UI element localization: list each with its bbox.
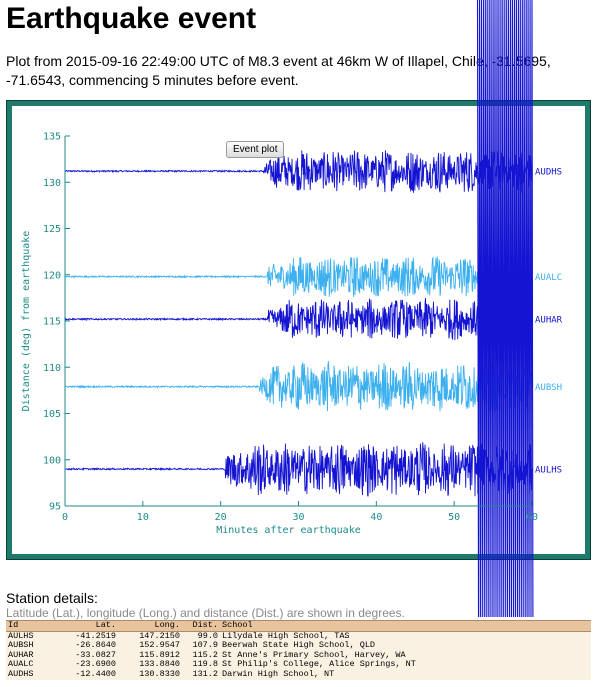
station-table-header: Id Lat. Long. Dist. School	[6, 620, 591, 632]
trace-aulhs	[64, 442, 533, 497]
station-lat: -26.8640	[62, 641, 118, 651]
station-long: 133.8840	[118, 660, 182, 670]
y-tick-label: 130	[43, 178, 61, 189]
event-plot-button[interactable]: Event plot	[226, 141, 285, 158]
x-tick-label: 60	[526, 512, 538, 523]
station-lat: -12.4400	[62, 669, 118, 680]
col-dist: Dist.	[182, 620, 220, 632]
seismogram-plot-area: 0 10 20 30 40 50 60 95 100 105 110 115 120 125 130 135 M…	[12, 0, 585, 618]
y-tick-label: 115	[43, 317, 61, 328]
station-school: Beerwah State High School, QLD	[220, 641, 591, 651]
page-title: Earthquake event	[6, 2, 257, 35]
station-school: St Anne's Primary School, Harvey, WA	[220, 650, 591, 661]
y-axis-label: Distance (deg) from earthquake	[21, 231, 32, 412]
col-long: Long.	[118, 620, 182, 632]
station-label-auhar: AUHAR	[535, 316, 563, 326]
station-id: AULHS	[6, 631, 62, 642]
station-long: 130.8330	[118, 669, 182, 680]
trace-aualc	[64, 255, 533, 298]
station-id: AUDHS	[6, 669, 62, 680]
axes-layer: 0 10 20 30 40 50 60 95 100 105 110 115 120 125 130 135 M…	[21, 132, 563, 537]
station-id: AUALC	[6, 660, 62, 670]
x-tick-label: 20	[215, 512, 227, 523]
trace-auhar	[64, 297, 533, 341]
station-lat: -23.6900	[62, 660, 118, 670]
station-label-aulhs: AULHS	[535, 466, 562, 476]
trace-aubsh	[64, 361, 533, 412]
station-long: 147.2150	[118, 631, 182, 642]
x-tick-label: 30	[292, 512, 304, 523]
station-dist: 119.8	[182, 660, 220, 670]
seismogram-chart: 0 10 20 30 40 50 60 95 100 105 110 115 120 125 130 135 M…	[21, 0, 563, 618]
station-dist: 131.2	[182, 669, 220, 680]
trace-layer	[64, 0, 534, 618]
y-tick-label: 135	[43, 132, 61, 143]
station-label-aualc: AUALC	[535, 273, 562, 283]
station-school: St Philip's College, Alice Springs, NT	[220, 660, 591, 670]
trace-audhs	[64, 150, 533, 193]
table-row: AUDHS -12.4400 130.8330 131.2 Darwin Hig…	[6, 669, 591, 680]
station-long: 115.8912	[118, 650, 182, 661]
station-id: AUHAR	[6, 650, 62, 661]
table-row: AUBSH -26.8640 152.9547 107.9 Beerwah St…	[6, 641, 591, 651]
station-table: Id Lat. Long. Dist. School AULHS -41.251…	[6, 620, 591, 680]
col-school: School	[220, 620, 591, 632]
station-long: 152.9547	[118, 641, 182, 651]
y-tick-label: 105	[43, 409, 61, 420]
y-tick-label: 100	[43, 455, 61, 466]
x-tick-label: 10	[137, 512, 149, 523]
station-school: Darwin High School, NT	[220, 669, 591, 680]
seismogram-plot-frame: 0 10 20 30 40 50 60 95 100 105 110 115 120 125 130 135 M…	[6, 0, 591, 618]
table-row: AUALC -23.6900 133.8840 119.8 St Philip'…	[6, 660, 591, 670]
station-school: Lilydale High School, TAS	[220, 631, 591, 642]
station-details-heading: Station details:	[6, 590, 98, 606]
y-tick-label: 110	[43, 363, 61, 374]
station-label-aubsh: AUBSH	[535, 383, 562, 393]
y-tick-label: 120	[43, 270, 61, 281]
y-tick-label: 125	[43, 224, 61, 235]
table-row: AULHS -41.2519 147.2150 99.0 Lilydale Hi…	[6, 631, 591, 642]
event-description: Plot from 2015-09-16 22:49:00 UTC of M8.…	[6, 53, 551, 88]
col-id: Id	[6, 620, 62, 632]
x-tick-label: 50	[448, 512, 460, 523]
station-lat: -41.2519	[62, 631, 118, 642]
col-lat: Lat.	[62, 620, 118, 632]
station-id: AUBSH	[6, 641, 62, 651]
station-dist: 115.2	[182, 650, 220, 661]
x-tick-label: 0	[62, 512, 68, 523]
y-tick-label: 95	[49, 502, 61, 513]
table-row: AUHAR -33.0827 115.8912 115.2 St Anne's …	[6, 650, 591, 661]
x-tick-label: 40	[370, 512, 382, 523]
station-dist: 107.9	[182, 641, 220, 651]
station-label-audhs: AUDHS	[535, 168, 562, 178]
station-lat: -33.0827	[62, 650, 118, 661]
station-details-note: Latitude (Lat.), longitude (Long.) and d…	[6, 606, 405, 620]
station-dist: 99.0	[182, 631, 220, 642]
trace-surface-waves	[476, 0, 534, 618]
x-axis-label: Minutes after earthquake	[216, 525, 361, 536]
